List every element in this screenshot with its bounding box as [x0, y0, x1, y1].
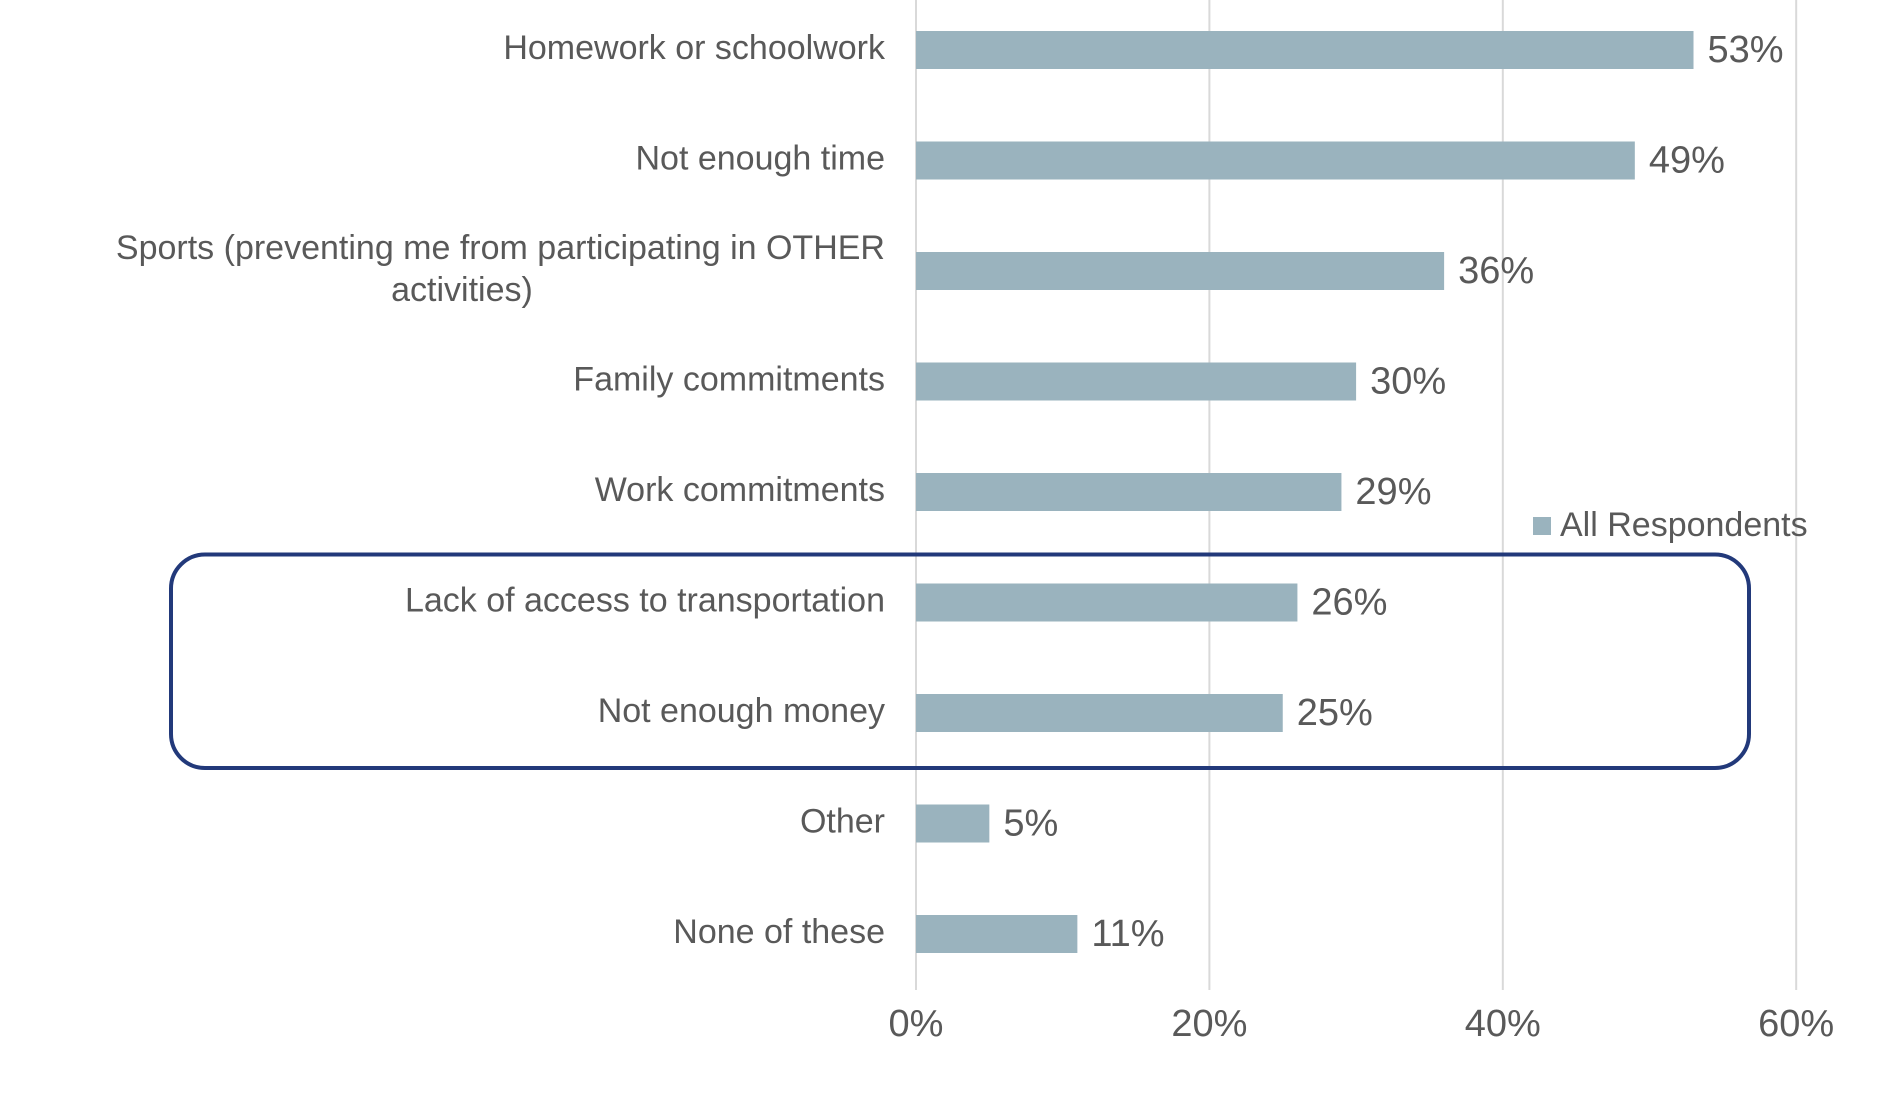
highlight-box [169, 552, 1751, 770]
value-label-4: 29% [1355, 471, 1431, 513]
value-label-2: 36% [1458, 250, 1534, 292]
category-label-line: Family commitments [573, 360, 885, 398]
value-label-8: 11% [1091, 913, 1164, 955]
bar-8 [916, 915, 1078, 953]
category-labels: Homework or schoolwork Not enough time Spo… [116, 29, 886, 951]
category-label-3: Family commitments [573, 360, 885, 398]
x-tick-label-0: 0% [889, 1003, 944, 1045]
category-label-8: None of these [673, 913, 885, 951]
category-label-5: Lack of access to transportation [405, 581, 885, 619]
category-label-2: Sports (preventing me from participating… [116, 229, 885, 309]
bar-7 [916, 804, 990, 843]
value-label-7: 5% [1003, 803, 1058, 845]
category-label-line: Not enough money [598, 692, 885, 730]
legend: All Respondents [1533, 506, 1808, 544]
bar-3 [916, 362, 1357, 401]
category-label-line: Homework or schoolwork [503, 29, 886, 67]
category-label-line: None of these [673, 913, 885, 951]
category-label-line: Lack of access to transportation [405, 581, 885, 619]
value-label-5: 26% [1311, 582, 1387, 624]
category-label-line: Not enough time [636, 139, 886, 177]
bar-1 [916, 141, 1635, 180]
highlight-group [169, 552, 1751, 770]
category-label-6: Not enough money [598, 692, 885, 730]
category-label-line: Other [800, 802, 885, 840]
category-label-line: Sports (preventing me from participating… [116, 229, 885, 267]
x-tick-label-1: 20% [1171, 1003, 1247, 1045]
bar-5 [916, 583, 1298, 622]
category-label-1: Not enough time [636, 139, 886, 177]
bar-6 [916, 694, 1283, 732]
category-label-7: Other [800, 802, 885, 840]
bar-0 [916, 31, 1694, 69]
bars-group [916, 31, 1694, 953]
bar-4 [916, 473, 1342, 511]
value-label-6: 25% [1297, 692, 1373, 734]
legend-swatch [1533, 517, 1551, 535]
category-label-4: Work commitments [595, 471, 885, 509]
bar-2 [916, 252, 1445, 290]
category-label-0: Homework or schoolwork [503, 29, 886, 67]
category-label-line: activities) [391, 271, 533, 309]
x-tick-label-2: 40% [1465, 1003, 1541, 1045]
x-axis-ticks: 0% 20% 40% 60% [889, 1003, 1835, 1045]
x-tick-label-3: 60% [1758, 1003, 1834, 1045]
value-label-1: 49% [1649, 140, 1725, 182]
legend-label: All Respondents [1560, 506, 1808, 544]
category-label-line: Work commitments [595, 471, 885, 509]
value-label-3: 30% [1370, 361, 1446, 403]
value-labels: 53% 49% 36% 30% 29% 26% 25% 5% 11% [1003, 29, 1783, 955]
value-label-0: 53% [1708, 29, 1784, 71]
